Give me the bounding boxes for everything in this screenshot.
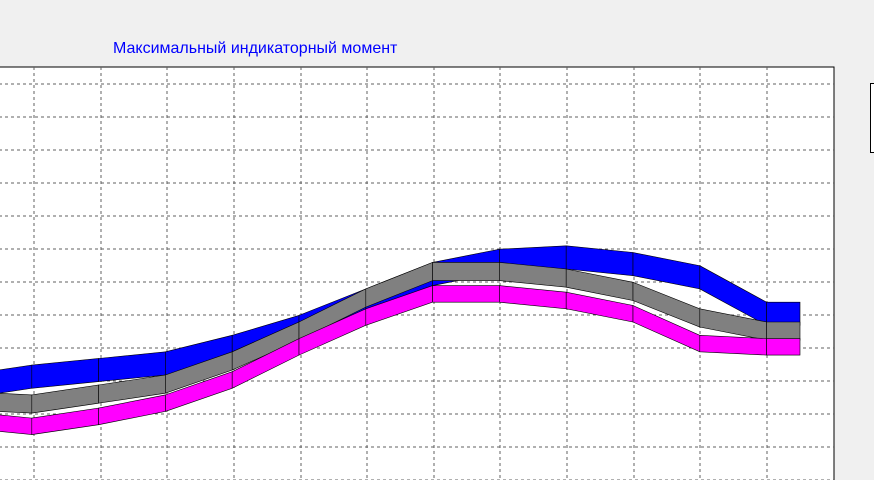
series-segment: [699, 334, 767, 356]
series-segment: [432, 262, 500, 281]
series-segment: [766, 338, 801, 356]
chart-title: Максимальный индикаторный момент: [113, 40, 398, 57]
series-segment: [432, 285, 500, 303]
legend-box: [870, 83, 874, 153]
series-bands: [0, 245, 801, 435]
series-band: [0, 261, 801, 414]
series-segment: [766, 321, 801, 341]
series-band: [0, 285, 801, 435]
series-segment: [0, 393, 33, 414]
